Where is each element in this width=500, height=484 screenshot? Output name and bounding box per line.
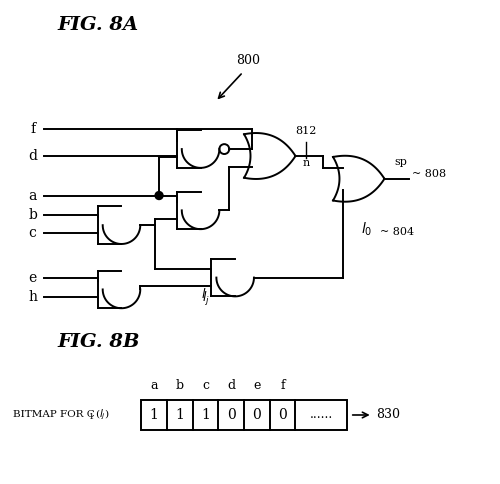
Text: f: f bbox=[280, 379, 285, 392]
Text: 1: 1 bbox=[150, 408, 158, 422]
Text: f: f bbox=[30, 122, 35, 136]
Text: d: d bbox=[227, 379, 235, 392]
Text: 0: 0 bbox=[278, 408, 287, 422]
Text: $l$: $l$ bbox=[201, 287, 206, 301]
Text: ~ 804: ~ 804 bbox=[380, 227, 414, 237]
Text: a: a bbox=[28, 189, 36, 202]
Text: 1: 1 bbox=[89, 413, 94, 421]
Text: 800: 800 bbox=[236, 54, 260, 67]
Text: 0: 0 bbox=[227, 408, 235, 422]
Text: sp: sp bbox=[394, 157, 407, 167]
Text: 1: 1 bbox=[201, 408, 210, 422]
Bar bbox=[142, 400, 347, 430]
Text: n: n bbox=[302, 158, 310, 168]
Text: e: e bbox=[253, 379, 260, 392]
Text: ......: ...... bbox=[310, 408, 333, 422]
Circle shape bbox=[155, 192, 163, 199]
Text: 812: 812 bbox=[296, 126, 317, 136]
Text: $l_j$: $l_j$ bbox=[202, 290, 209, 308]
Text: FIG. 8B: FIG. 8B bbox=[57, 333, 140, 351]
Text: b: b bbox=[28, 208, 37, 222]
Text: e: e bbox=[28, 271, 36, 285]
Text: b: b bbox=[176, 379, 184, 392]
Text: FIG. 8A: FIG. 8A bbox=[57, 16, 138, 34]
Text: BITMAP FOR C: BITMAP FOR C bbox=[13, 410, 94, 420]
Text: 830: 830 bbox=[376, 408, 400, 422]
Text: 0: 0 bbox=[252, 408, 262, 422]
Text: ~ 808: ~ 808 bbox=[412, 169, 446, 179]
Text: c: c bbox=[202, 379, 209, 392]
Text: d: d bbox=[28, 149, 37, 163]
Text: c: c bbox=[28, 226, 36, 240]
Text: a: a bbox=[150, 379, 158, 392]
Text: h: h bbox=[28, 290, 37, 304]
Text: ($l_j$): ($l_j$) bbox=[95, 408, 110, 422]
Text: 1: 1 bbox=[176, 408, 184, 422]
Text: $l_0$: $l_0$ bbox=[360, 220, 372, 238]
